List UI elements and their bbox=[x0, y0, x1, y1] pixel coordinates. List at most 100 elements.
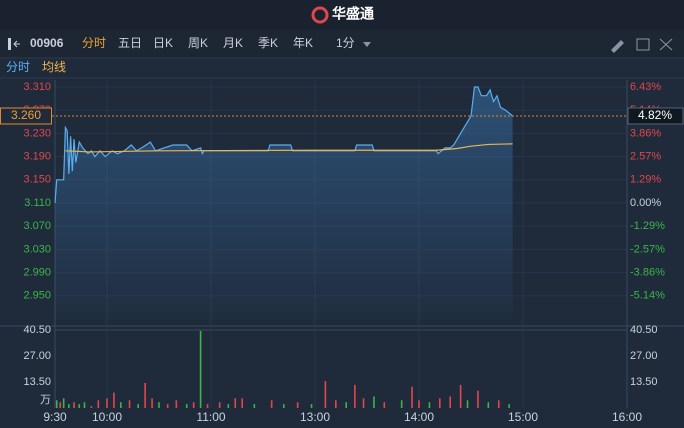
legend-entry: 分时 bbox=[6, 60, 30, 74]
volume-bar bbox=[120, 402, 122, 408]
last-change-box bbox=[627, 107, 684, 125]
volume-bar bbox=[362, 398, 365, 408]
settings-icon[interactable] bbox=[659, 38, 673, 51]
volume-bar bbox=[428, 402, 431, 408]
interval-select[interactable]: 1分 bbox=[336, 36, 355, 50]
x-tick-label: 14:00 bbox=[404, 410, 434, 424]
volume-bar bbox=[218, 402, 221, 408]
y2-tick-label: 1.29% bbox=[630, 174, 661, 186]
volume-bar bbox=[296, 402, 299, 408]
volume-bar bbox=[128, 400, 131, 408]
volume-bar bbox=[166, 404, 169, 408]
collapse-icon[interactable] bbox=[8, 38, 11, 50]
logo-icon bbox=[311, 6, 329, 24]
volume-bar bbox=[449, 396, 451, 408]
back-icon[interactable] bbox=[13, 40, 20, 48]
volume-bar bbox=[144, 382, 146, 408]
volume-bar bbox=[59, 402, 61, 408]
volume-bar bbox=[158, 402, 160, 408]
volume-bar bbox=[411, 386, 413, 408]
toolbar bbox=[0, 30, 684, 58]
y-tick-label: 27.00 bbox=[23, 350, 51, 362]
tab[interactable]: 日K bbox=[153, 36, 173, 50]
volume-bar bbox=[345, 402, 347, 408]
tab[interactable]: 年K bbox=[293, 36, 313, 50]
volume-bar bbox=[324, 381, 327, 408]
y-tick-label: 3.150 bbox=[23, 174, 51, 186]
y-tick-label: 40.50 bbox=[23, 324, 51, 336]
logo-text: 华盛通 bbox=[332, 6, 374, 22]
y2-tick-label: 6.43% bbox=[630, 81, 661, 93]
volume-bar bbox=[253, 404, 256, 408]
volume-bar bbox=[487, 402, 490, 408]
x-tick-label: 13:00 bbox=[300, 410, 330, 424]
volume-bar bbox=[151, 398, 153, 408]
y-tick-label: 3.190 bbox=[23, 151, 51, 163]
stock-code: 00906 bbox=[30, 36, 64, 50]
y2-tick-label: -5.14% bbox=[630, 290, 665, 302]
y2-tick-label: -3.86% bbox=[630, 267, 665, 279]
volume-bar bbox=[459, 384, 462, 408]
volume-bar bbox=[73, 402, 75, 408]
legend-entry: 均线 bbox=[42, 60, 66, 74]
x-tick-label: 15:00 bbox=[508, 410, 538, 424]
tab[interactable]: 五日 bbox=[118, 36, 142, 50]
volume-bar bbox=[113, 392, 115, 408]
volume-bar bbox=[241, 398, 243, 408]
tab[interactable]: 周K bbox=[188, 36, 208, 50]
volume-bar bbox=[68, 404, 70, 408]
volume-bar bbox=[400, 400, 403, 408]
y-tick-label: 2.950 bbox=[23, 290, 51, 302]
volume-bar bbox=[175, 400, 178, 408]
y2-tick-label: 13.50 bbox=[630, 376, 658, 388]
volume-bar bbox=[234, 398, 237, 408]
price-line bbox=[65, 143, 513, 153]
y-tick-label: 3.230 bbox=[23, 127, 51, 139]
volume-bar bbox=[137, 404, 139, 408]
y2-tick-label: -2.57% bbox=[630, 243, 665, 255]
volume-bar bbox=[62, 398, 65, 408]
y2-tick-label: 3.86% bbox=[630, 127, 661, 139]
y-tick-label: 3.030 bbox=[23, 243, 51, 255]
volume-bar bbox=[310, 404, 313, 408]
y2-tick-label: 0.00% bbox=[630, 197, 661, 209]
draw-icon[interactable] bbox=[611, 40, 624, 53]
tab[interactable]: 季K bbox=[258, 36, 278, 50]
volume-bar bbox=[508, 404, 510, 408]
y2-tick-label: 27.00 bbox=[630, 350, 658, 362]
y-tick-label: 2.990 bbox=[23, 267, 51, 279]
y-tick-label: 13.50 bbox=[23, 376, 51, 388]
x-tick-label: 16:00 bbox=[612, 410, 642, 424]
y2-tick-label: -1.29% bbox=[630, 220, 665, 232]
dropdown-arrow[interactable] bbox=[363, 42, 371, 47]
volume-bar bbox=[466, 400, 469, 408]
volume-bar bbox=[354, 384, 356, 408]
last-price-box bbox=[0, 107, 52, 125]
y-tick-label: 3.310 bbox=[23, 81, 51, 93]
y2-tick-label: 2.57% bbox=[630, 151, 661, 163]
tab[interactable]: 分时 bbox=[82, 36, 106, 50]
volume-bar bbox=[383, 402, 386, 408]
volume-bar bbox=[97, 400, 100, 408]
expand-icon[interactable] bbox=[636, 38, 650, 51]
volume-bar bbox=[335, 400, 337, 408]
volume-bar bbox=[185, 404, 188, 408]
volume-bar bbox=[270, 400, 273, 408]
volume-bar bbox=[227, 404, 230, 408]
volume-bar bbox=[206, 404, 209, 408]
x-tick-label: 9:30 bbox=[43, 410, 67, 424]
y-tick-label: 3.110 bbox=[24, 197, 51, 209]
y-tick-label: 3.070 bbox=[23, 220, 51, 232]
volume-bar bbox=[497, 400, 500, 408]
last-change-label: 4.82% bbox=[638, 108, 672, 122]
volume-bar bbox=[83, 402, 86, 408]
tab[interactable]: 月K bbox=[223, 36, 243, 50]
volume-bar bbox=[477, 390, 479, 408]
x-tick-label: 11:00 bbox=[196, 410, 225, 424]
y2-tick-label: 40.50 bbox=[630, 324, 658, 336]
volume-bar bbox=[373, 396, 375, 408]
volume-bar bbox=[283, 404, 285, 408]
last-price-label: 3.260 bbox=[11, 108, 41, 122]
